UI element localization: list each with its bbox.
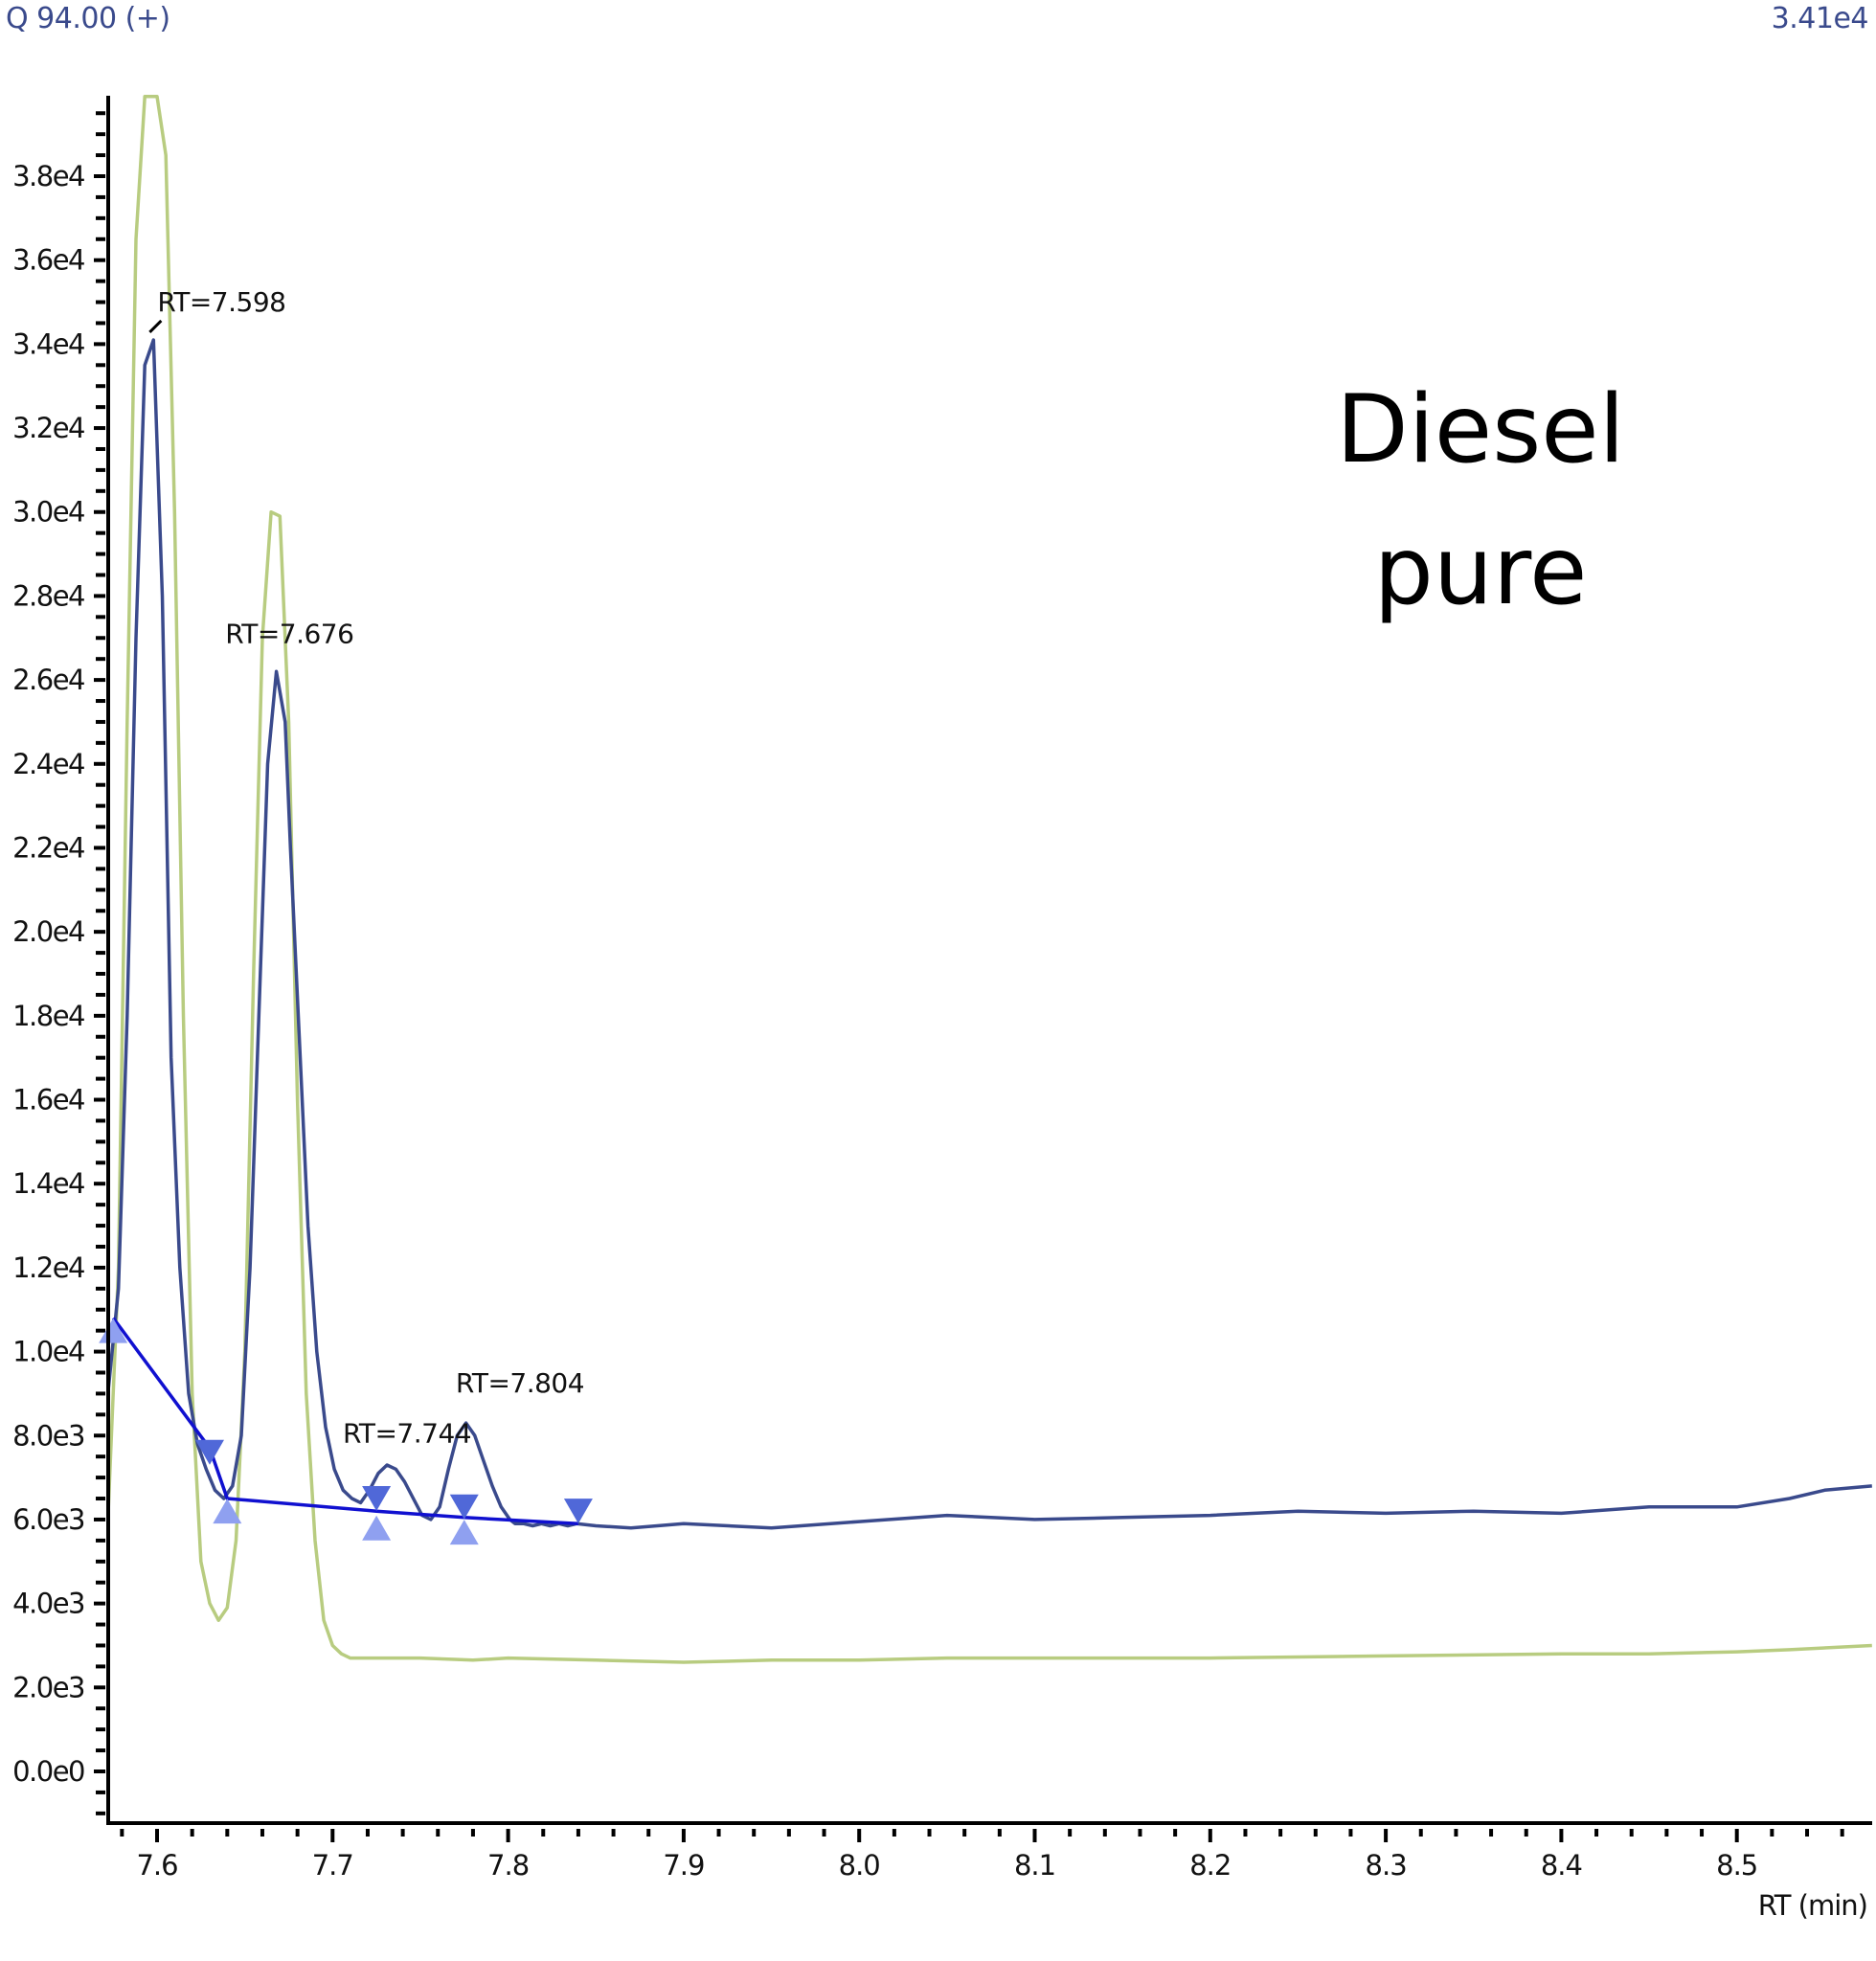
y-tick-label: 2.0e3 xyxy=(12,1671,84,1703)
y-tick-label: 1.2e4 xyxy=(12,1251,84,1284)
peak-start-marker-icon xyxy=(449,1520,479,1545)
annotation-line-2: pure xyxy=(1374,517,1588,626)
y-tick-label: 8.0e3 xyxy=(12,1419,84,1452)
y-tick-label: 1.8e4 xyxy=(12,1000,84,1032)
peak-end-marker-icon xyxy=(563,1499,593,1524)
peak-label-leader xyxy=(148,319,163,334)
y-tick-label: 0.0e0 xyxy=(12,1755,84,1788)
x-tick-label: 8.4 xyxy=(1541,1849,1582,1882)
x-axis-title: RT (min) xyxy=(1758,1889,1867,1922)
x-tick-label: 7.8 xyxy=(487,1849,529,1882)
peak-end-marker-icon xyxy=(449,1494,479,1520)
y-tick-label: 2.6e4 xyxy=(12,664,84,696)
max-intensity-label: 3.41e4 xyxy=(1771,2,1869,35)
peak-end-marker-icon xyxy=(194,1439,224,1465)
y-tick-label: 3.0e4 xyxy=(12,496,84,529)
x-axis: 7.6 7.7 7.8 7.9 8.0 8.1 8.2 8.3 8.4 8.5 xyxy=(120,1829,1844,1882)
annotation-line-1: Diesel xyxy=(1336,375,1625,485)
y-tick-label: 3.4e4 xyxy=(12,327,84,360)
y-tick-label: 2.4e4 xyxy=(12,748,84,780)
x-tick-label: 8.1 xyxy=(1014,1849,1055,1882)
x-tick-label: 7.9 xyxy=(663,1849,704,1882)
peak-start-marker-icon xyxy=(213,1499,242,1524)
x-tick-label: 8.5 xyxy=(1716,1849,1757,1882)
y-tick-label: 3.8e4 xyxy=(12,160,84,192)
peak-start-marker-icon xyxy=(362,1515,392,1541)
x-tick-label: 8.3 xyxy=(1366,1849,1407,1882)
integration-markers xyxy=(99,1318,593,1545)
x-tick-label: 8.0 xyxy=(839,1849,880,1882)
y-tick-label: 6.0e3 xyxy=(12,1503,84,1536)
y-tick-label: 2.8e4 xyxy=(12,579,84,612)
reference-trace xyxy=(110,94,1872,1664)
peak-labels: RT=7.598 RT=7.676 RT=7.744 RT=7.804 xyxy=(148,286,585,1449)
peak-rt-label: RT=7.744 xyxy=(343,1417,471,1449)
chromatogram-title: Q 94.00 (+) xyxy=(6,2,170,35)
x-tick-label: 7.7 xyxy=(312,1849,353,1882)
integration-baseline xyxy=(111,1317,578,1526)
x-tick-label: 8.2 xyxy=(1189,1849,1231,1882)
peak-rt-label: RT=7.598 xyxy=(157,286,285,318)
y-tick-label: 1.4e4 xyxy=(12,1167,84,1200)
peak-rt-label: RT=7.676 xyxy=(225,618,353,649)
plot-area xyxy=(110,94,1872,1664)
y-tick-label: 2.0e4 xyxy=(12,915,84,948)
y-tick-label: 1.6e4 xyxy=(12,1084,84,1116)
peak-start-marker-icon xyxy=(99,1318,128,1343)
y-axis: 0.0e0 2.0e3 4.0e3 6.0e3 8.0e3 1.0e4 1.2e4 1.4e4… xyxy=(12,111,105,1815)
x-tick-label: 7.6 xyxy=(136,1849,177,1882)
y-tick-label: 3.2e4 xyxy=(12,412,84,444)
peak-end-marker-icon xyxy=(362,1486,392,1512)
y-tick-label: 3.6e4 xyxy=(12,244,84,277)
sample-trace xyxy=(110,338,1872,1530)
peak-rt-label: RT=7.804 xyxy=(456,1367,584,1399)
y-tick-label: 2.2e4 xyxy=(12,831,84,864)
y-tick-label: 4.0e3 xyxy=(12,1588,84,1620)
y-tick-label: 1.0e4 xyxy=(12,1336,84,1368)
